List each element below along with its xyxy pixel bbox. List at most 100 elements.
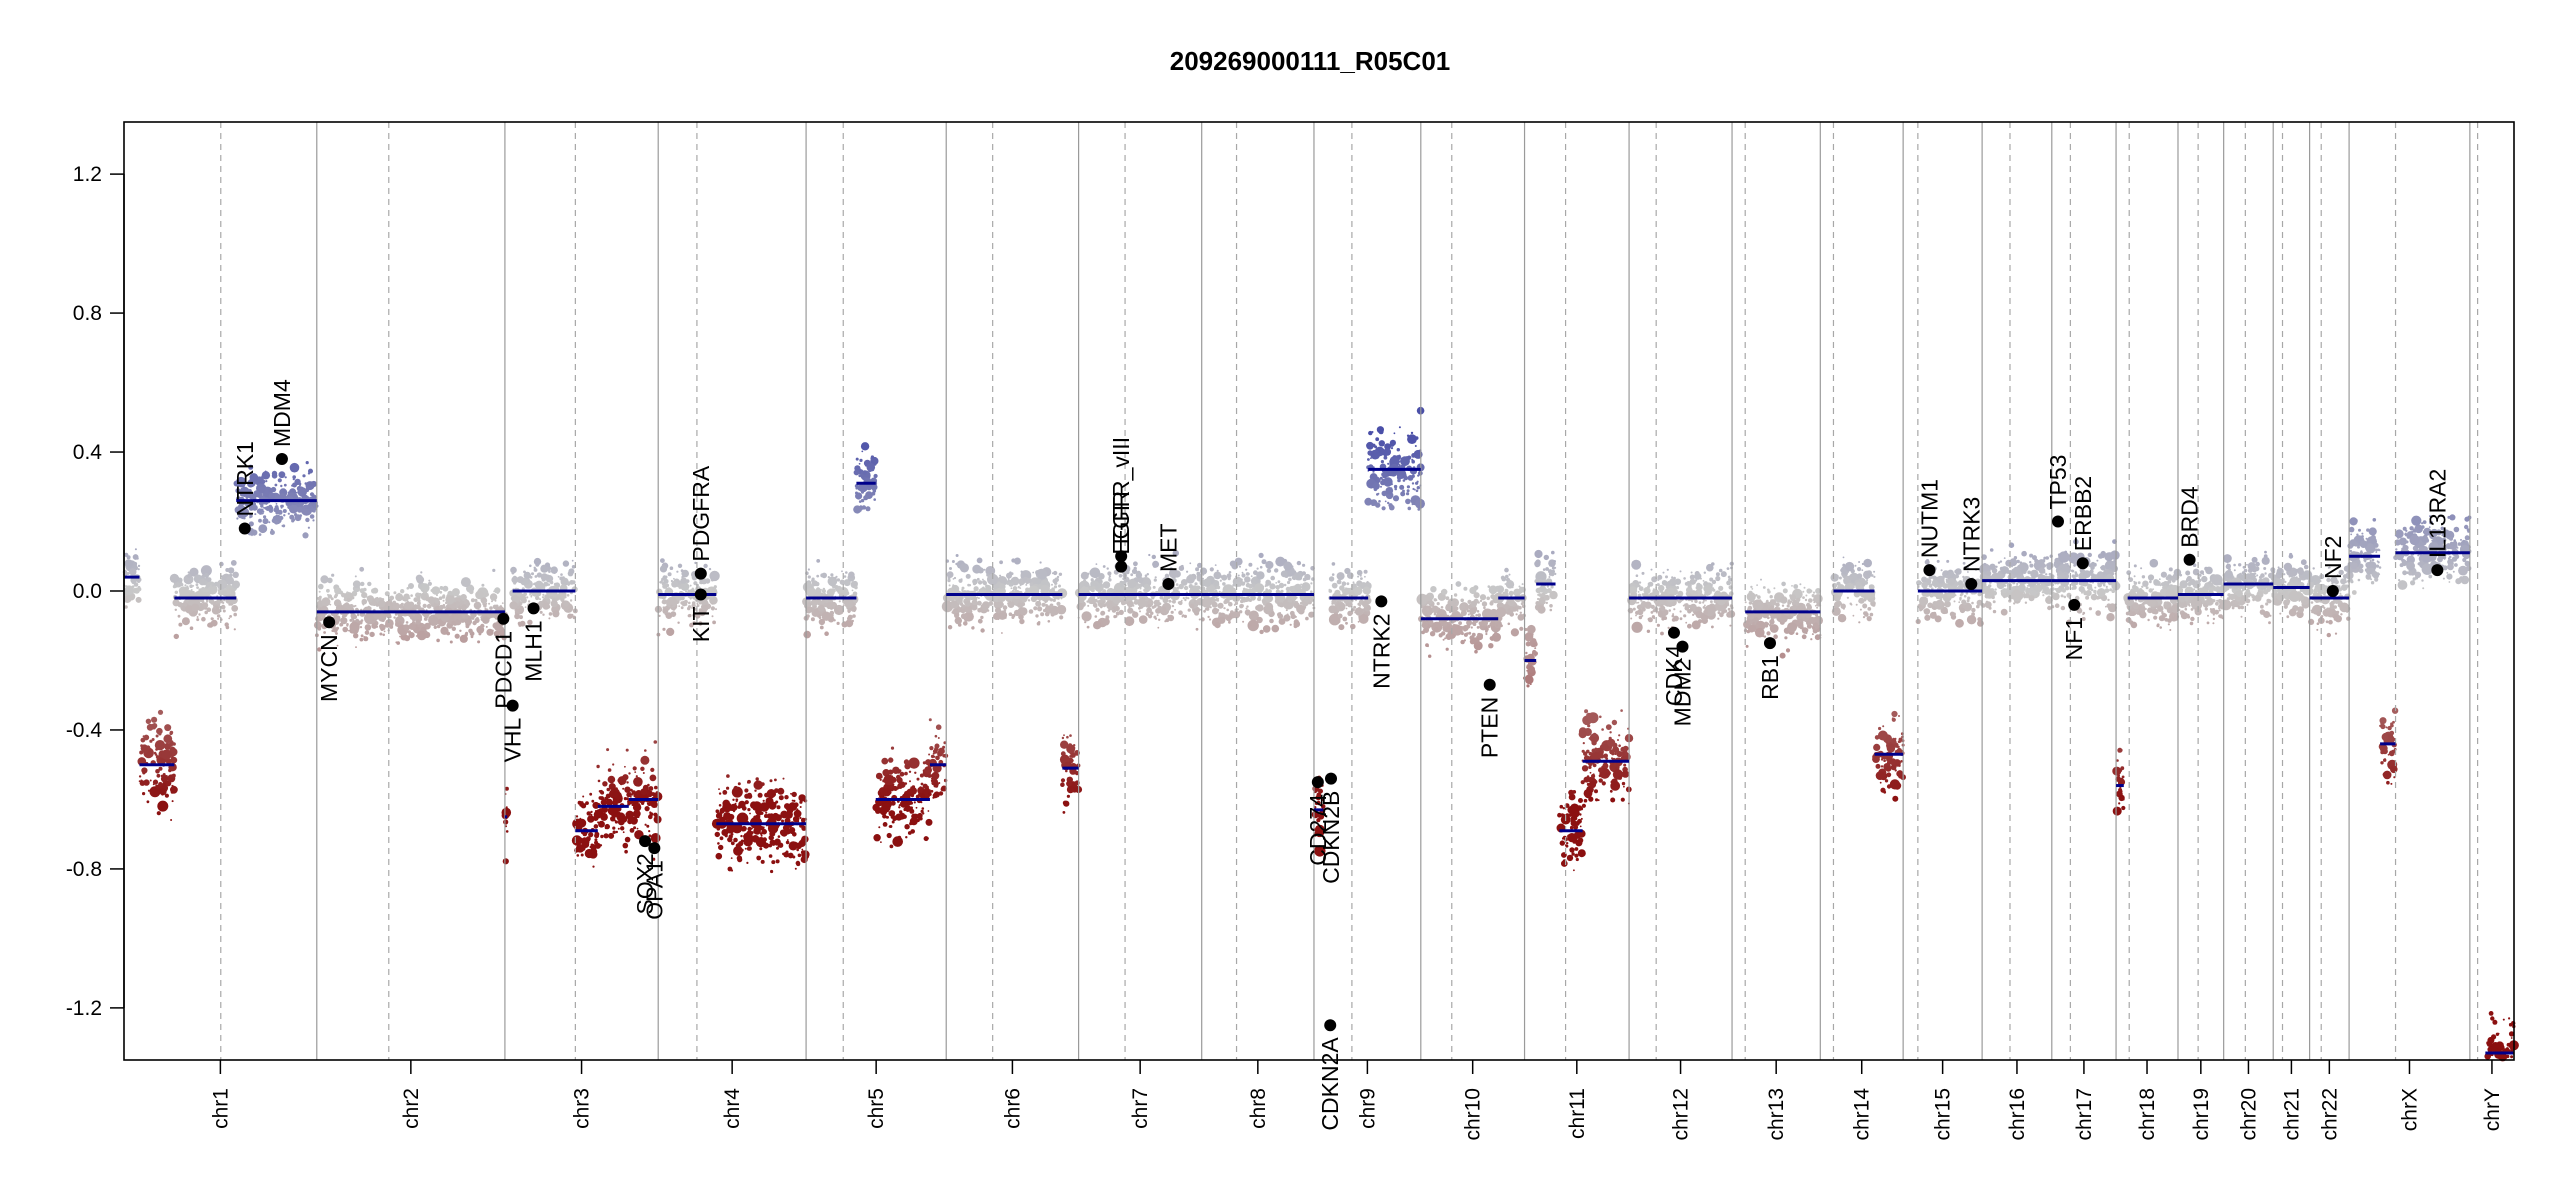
probe-point bbox=[737, 805, 742, 809]
probe-point bbox=[486, 612, 493, 619]
probe-point bbox=[718, 792, 722, 795]
probe-point bbox=[178, 622, 183, 627]
probe-point bbox=[124, 559, 133, 568]
probe-point bbox=[796, 842, 802, 848]
probe-point bbox=[516, 576, 524, 584]
probe-point bbox=[460, 618, 465, 623]
probe-point bbox=[1507, 598, 1515, 607]
probe-point bbox=[717, 842, 720, 845]
probe-point bbox=[549, 567, 552, 570]
probe-point bbox=[526, 573, 531, 577]
probe-point bbox=[659, 565, 668, 573]
probe-point bbox=[1027, 599, 1031, 602]
probe-point bbox=[317, 627, 322, 631]
probe-point bbox=[1551, 550, 1555, 555]
probe-point bbox=[1386, 452, 1388, 455]
probe-point bbox=[1004, 616, 1007, 619]
probe-point bbox=[1086, 600, 1089, 603]
probe-point bbox=[1397, 478, 1401, 483]
probe-point bbox=[1154, 576, 1157, 579]
probe-point bbox=[477, 640, 481, 644]
probe-point bbox=[446, 631, 451, 636]
probe-point bbox=[1484, 627, 1489, 632]
probe-point bbox=[1570, 803, 1579, 813]
probe-point bbox=[335, 605, 342, 611]
probe-point bbox=[164, 746, 167, 749]
probe-point bbox=[1345, 621, 1348, 625]
probe-point bbox=[838, 600, 841, 603]
probe-point bbox=[1452, 605, 1455, 607]
probe-point bbox=[607, 775, 616, 784]
probe-point bbox=[1259, 629, 1264, 635]
probe-point bbox=[1277, 613, 1284, 619]
probe-point bbox=[140, 783, 143, 785]
probe-point bbox=[241, 484, 245, 488]
probe-point bbox=[1561, 860, 1568, 867]
probe-point bbox=[600, 799, 607, 806]
probe-point bbox=[1145, 598, 1148, 601]
probe-point bbox=[677, 563, 683, 568]
probe-point bbox=[1551, 566, 1556, 570]
probe-point bbox=[1026, 577, 1032, 584]
probe-point bbox=[687, 605, 692, 609]
probe-point bbox=[481, 583, 485, 587]
probe-point bbox=[263, 506, 265, 509]
probe-point bbox=[647, 803, 650, 806]
probe-point bbox=[378, 599, 386, 608]
probe-point bbox=[562, 560, 570, 567]
probe-point bbox=[744, 838, 747, 841]
probe-point bbox=[1245, 607, 1248, 610]
probe-point bbox=[1249, 591, 1251, 593]
probe-point bbox=[1425, 643, 1429, 647]
probe-point bbox=[800, 838, 806, 844]
probe-point bbox=[396, 619, 400, 623]
probe-point bbox=[575, 844, 585, 853]
probe-point bbox=[1215, 586, 1219, 589]
probe-point bbox=[643, 796, 646, 799]
probe-point bbox=[542, 613, 545, 616]
probe-point bbox=[1050, 605, 1053, 608]
probe-point bbox=[1589, 781, 1597, 789]
probe-point bbox=[418, 583, 421, 586]
probe-point bbox=[1237, 574, 1240, 577]
probe-point bbox=[726, 774, 730, 778]
probe-point bbox=[217, 617, 220, 620]
probe-point bbox=[1415, 498, 1425, 509]
probe-point bbox=[597, 803, 600, 806]
probe-point bbox=[164, 793, 169, 798]
probe-point bbox=[691, 588, 695, 592]
probe-point bbox=[800, 817, 806, 823]
probe-point bbox=[600, 812, 607, 819]
probe-point bbox=[575, 815, 579, 818]
probe-point bbox=[198, 578, 206, 586]
probe-point bbox=[1265, 560, 1274, 570]
probe-point bbox=[982, 580, 987, 586]
probe-point bbox=[1209, 606, 1212, 609]
probe-point bbox=[580, 801, 584, 805]
probe-point bbox=[284, 476, 287, 479]
probe-point bbox=[1189, 562, 1192, 565]
probe-point bbox=[940, 787, 945, 792]
probe-point bbox=[663, 578, 669, 584]
probe-point bbox=[793, 799, 796, 803]
probe-point bbox=[1581, 765, 1589, 772]
probe-point bbox=[781, 819, 784, 823]
probe-point bbox=[1346, 582, 1350, 586]
probe-point bbox=[519, 615, 523, 620]
probe-point bbox=[786, 839, 789, 841]
probe-point bbox=[480, 597, 488, 604]
probe-point bbox=[731, 822, 743, 834]
probe-point bbox=[363, 587, 367, 592]
probe-point bbox=[622, 842, 629, 849]
probe-point bbox=[1047, 620, 1051, 623]
probe-point bbox=[1277, 580, 1281, 584]
probe-point bbox=[836, 621, 840, 626]
probe-point bbox=[1248, 562, 1253, 567]
probe-point bbox=[228, 603, 231, 606]
probe-point bbox=[321, 597, 331, 607]
probe-point bbox=[1310, 590, 1313, 593]
probe-point bbox=[161, 749, 172, 760]
probe-point bbox=[741, 805, 747, 811]
probe-point bbox=[777, 787, 785, 795]
probe-point bbox=[900, 800, 908, 808]
